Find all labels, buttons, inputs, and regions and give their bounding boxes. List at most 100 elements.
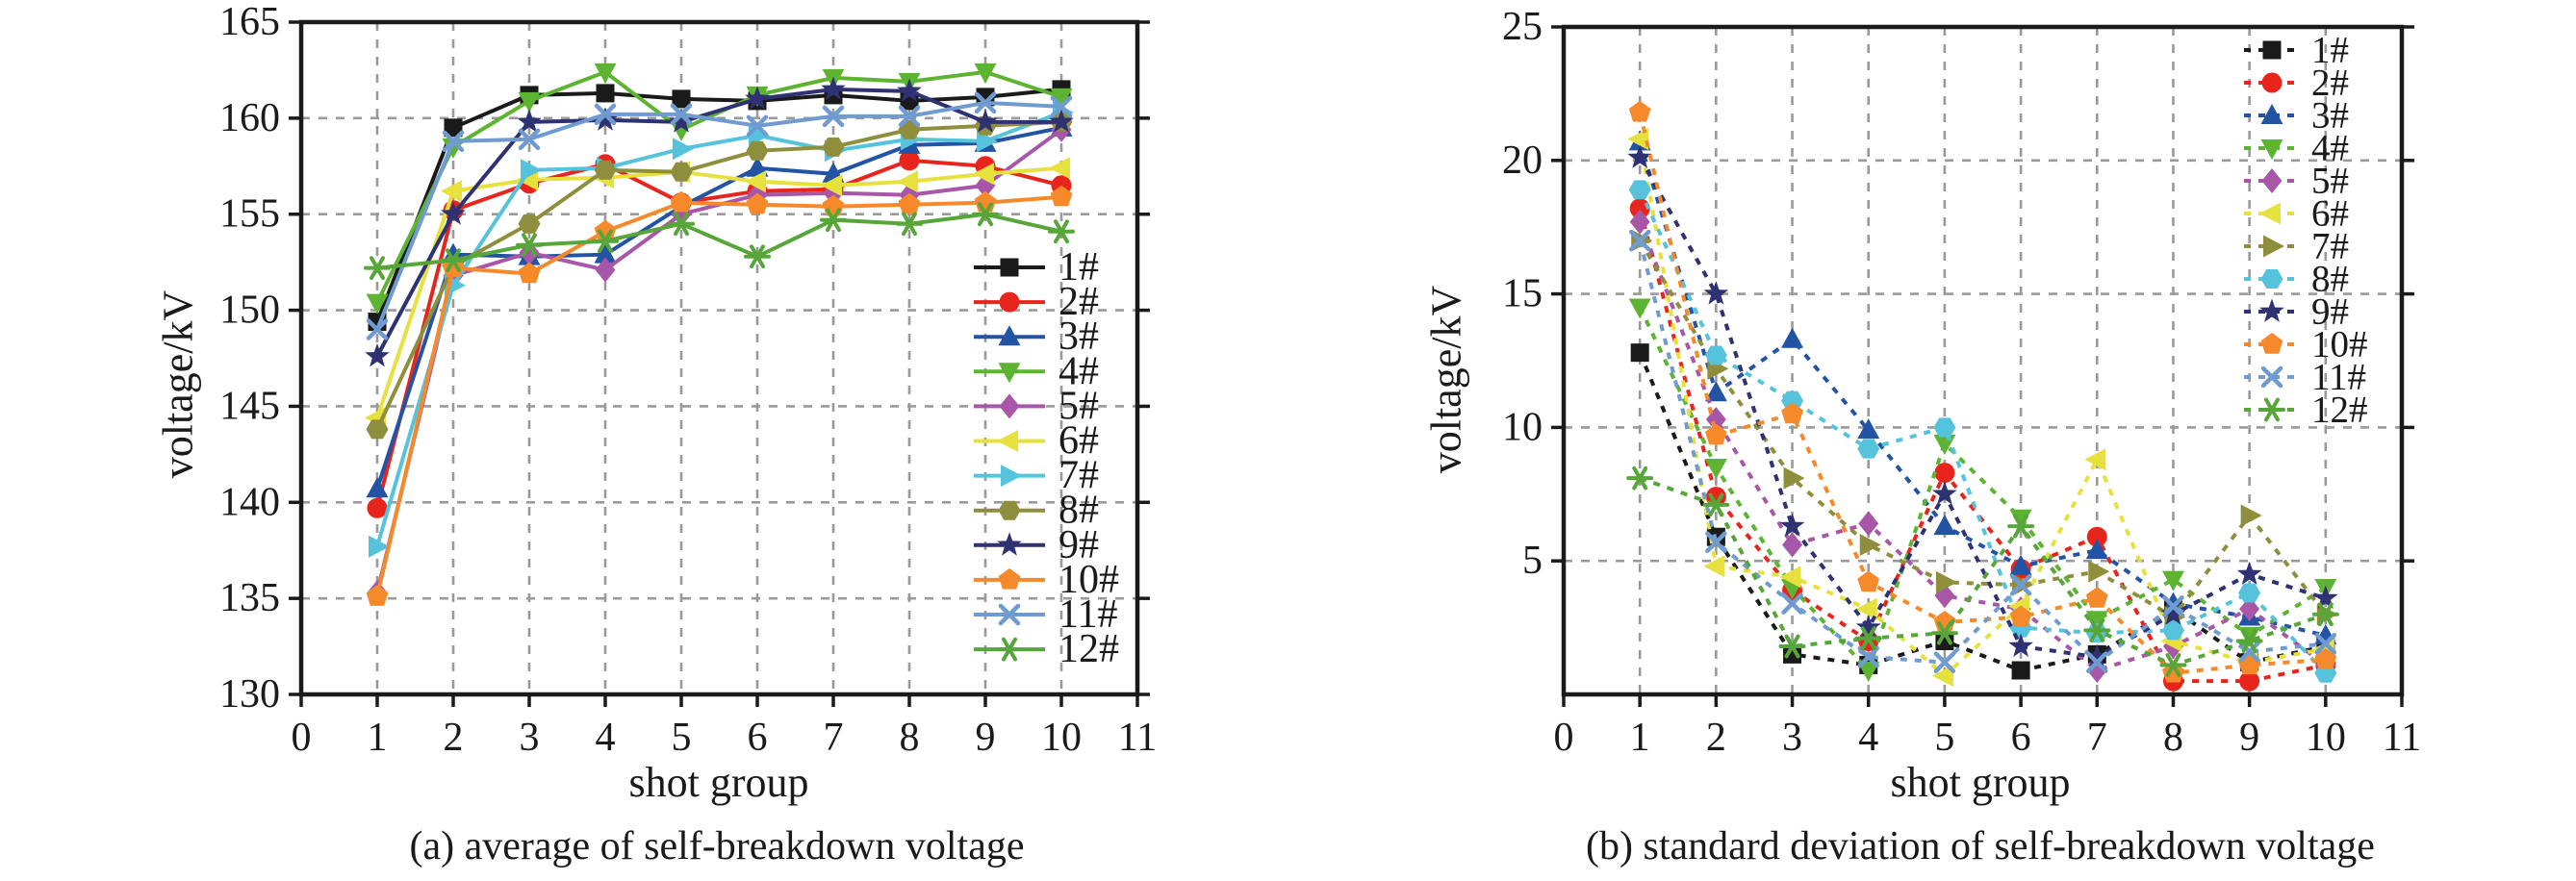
marker-asterisk: [972, 202, 999, 227]
marker-pentagon: [822, 194, 845, 216]
marker-x: [974, 91, 997, 114]
marker-asterisk: [2258, 397, 2285, 422]
marker-x: [898, 105, 921, 128]
marker-asterisk: [2311, 602, 2339, 627]
marker-pentagon: [1857, 570, 1880, 592]
x-tick-label: 6: [2011, 716, 2031, 760]
marker-triangle-up: [1781, 327, 1804, 348]
marker-pentagon: [366, 585, 389, 606]
marker-x: [2162, 595, 2184, 617]
x-axis-title-b: shot group: [1890, 759, 2071, 806]
x-tick-label: 0: [1554, 716, 1574, 760]
marker-star: [1049, 109, 1074, 133]
plot-frame: [1561, 24, 2405, 697]
marker-x: [2009, 573, 2032, 596]
marker-diamond: [999, 393, 1020, 419]
marker-triangle-left: [1627, 128, 1649, 151]
marker-asterisk: [440, 248, 467, 272]
marker-triangle-up: [366, 477, 389, 498]
series-line-6#: [375, 165, 1062, 419]
marker-star: [2084, 643, 2110, 668]
y-tick-label: 5: [1522, 539, 1543, 583]
x-tick-label: 11: [2383, 716, 2421, 760]
x-tick-label: 7: [2087, 716, 2107, 760]
legend-label-5#: 5#: [1058, 384, 1099, 428]
series-line-3#: [1638, 140, 2327, 638]
marker-circle: [2261, 72, 2283, 93]
series-line-4#: [1638, 306, 2327, 674]
marker-pentagon: [1705, 423, 1727, 445]
marker-pentagon: [898, 192, 921, 214]
marker-circle: [1934, 463, 1955, 484]
marker-asterisk: [2235, 629, 2263, 653]
marker-hexagon: [518, 214, 541, 234]
marker-square: [1935, 631, 1954, 650]
marker-pentagon: [670, 190, 693, 213]
marker-pentagon: [746, 192, 769, 214]
marker-star: [745, 86, 770, 110]
marker-star: [973, 109, 998, 133]
x-tick-label: 6: [748, 716, 768, 760]
marker-circle: [999, 291, 1020, 313]
marker-star: [365, 343, 390, 367]
y-tick-label: 10: [1502, 405, 1543, 449]
series-line-10#: [1638, 112, 2326, 675]
x-tick-label: 9: [2239, 716, 2259, 760]
marker-x: [594, 103, 617, 126]
series-line-11#: [375, 100, 1062, 331]
legend-label-5#: 5#: [2311, 161, 2349, 202]
marker-triangle-up: [998, 325, 1021, 346]
marker-x: [998, 603, 1021, 626]
legend-label-11#: 11#: [1058, 592, 1117, 637]
legend-label-6#: 6#: [1058, 419, 1099, 464]
series-line-8#: [375, 119, 1062, 431]
caption-panel-a: (a) average of self-breakdown voltage: [409, 824, 1025, 868]
x-axis-title-a: shot group: [628, 759, 809, 806]
x-tick-label: 10: [2306, 716, 2346, 760]
marker-triangle-right: [521, 159, 542, 182]
marker-triangle-left: [1703, 555, 1725, 578]
marker-triangle-down: [594, 63, 617, 84]
marker-triangle-up: [1857, 418, 1880, 440]
marker-hexagon: [1781, 390, 1803, 411]
marker-pentagon: [518, 262, 541, 284]
y-tick-label: 130: [219, 672, 280, 717]
x-tick-label: 3: [1782, 716, 1802, 760]
x-tick-label: 1: [368, 716, 388, 760]
marker-triangle-up: [2009, 554, 2032, 575]
legend-label-9#: 9#: [2311, 291, 2349, 333]
x-tick-label: 3: [520, 716, 540, 760]
marker-star: [669, 109, 694, 133]
legend-label-2#: 2#: [2311, 63, 2349, 104]
x-tick-label: 11: [1118, 716, 1157, 760]
marker-hexagon: [746, 140, 769, 161]
legend-label-3#: 3#: [2311, 95, 2349, 137]
marker-triangle-right: [1935, 570, 1957, 593]
marker-pentagon: [1781, 402, 1803, 424]
marker-asterisk: [1778, 634, 1806, 659]
legend-label-1#: 1#: [1058, 245, 1099, 289]
marker-star: [897, 78, 922, 102]
marker-diamond: [1629, 209, 1650, 235]
marker-asterisk: [1702, 492, 1730, 517]
marker-triangle-up: [594, 242, 617, 264]
marker-x: [822, 105, 845, 128]
marker-triangle-right: [1783, 466, 1805, 490]
marker-triangle-up: [2085, 539, 2108, 560]
marker-circle: [899, 150, 920, 171]
marker-star: [441, 201, 466, 225]
x-tick-label: 7: [824, 716, 844, 760]
marker-triangle-down: [1857, 662, 1880, 683]
y-tick-label: 135: [219, 576, 280, 620]
marker-pentagon: [1050, 185, 1073, 207]
marker-asterisk: [516, 233, 543, 258]
y-tick-label: 25: [1502, 5, 1543, 49]
marker-star: [1703, 281, 1729, 305]
y-axis-title-b: voltage/kV: [1422, 285, 1470, 474]
series-line-9#: [375, 87, 1061, 358]
series-line-7#: [1638, 239, 2328, 620]
marker-diamond: [519, 239, 540, 265]
marker-asterisk: [2007, 514, 2035, 539]
